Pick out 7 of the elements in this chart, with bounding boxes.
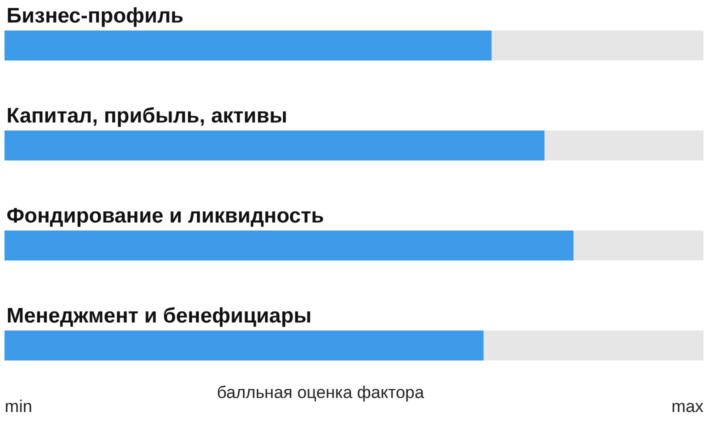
y-tick-label: Менеджмент и бенефициары [6,304,312,328]
y-tick-label: Бизнес-профиль [6,4,184,28]
text: min [4,397,32,416]
y-tick-label: Фондирование и ликвидность [6,204,324,228]
x-axis-title: балльная оценка фактора [216,383,425,402]
text: max [671,397,704,416]
y-tick-label: Капитал, прибыль, активы [6,104,288,128]
